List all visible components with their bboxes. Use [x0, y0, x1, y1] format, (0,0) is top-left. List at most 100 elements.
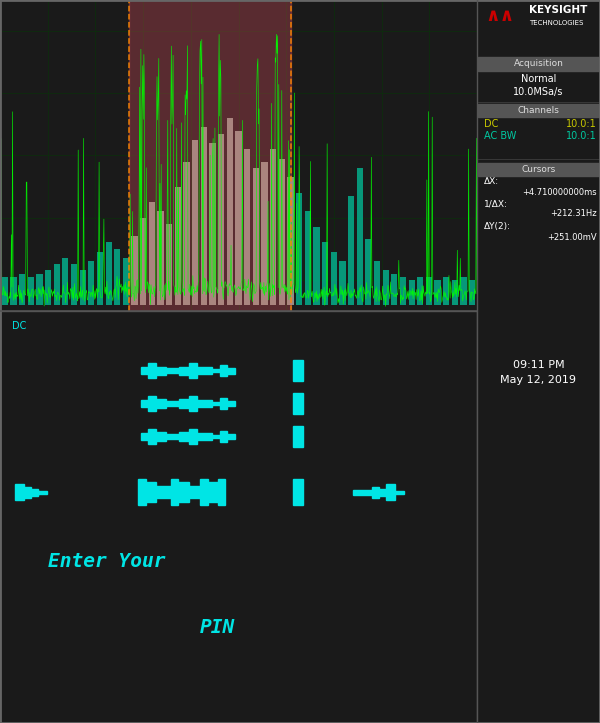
Bar [218, 134, 224, 304]
Bar [209, 143, 215, 304]
Bar [15, 484, 24, 500]
Bar [157, 432, 166, 441]
Text: 10.0MSa/s: 10.0MSa/s [514, 87, 563, 97]
Bar [19, 489, 38, 495]
Bar [348, 196, 354, 304]
Bar [184, 162, 190, 304]
Bar [218, 479, 225, 505]
Bar [262, 162, 268, 304]
Bar [24, 487, 31, 497]
Bar [379, 489, 386, 495]
Bar [460, 277, 467, 304]
Bar [175, 187, 181, 304]
Bar [31, 489, 38, 495]
Bar [395, 491, 404, 494]
Bar [220, 365, 227, 377]
Text: ΔY(2):: ΔY(2): [484, 223, 511, 231]
Bar [400, 277, 406, 304]
Text: 1/ΔX:: 1/ΔX: [484, 199, 508, 208]
Text: Channels: Channels [518, 106, 559, 115]
Bar [80, 270, 86, 304]
Bar [131, 236, 138, 304]
Text: Cursors: Cursors [521, 165, 556, 174]
Bar [189, 396, 197, 411]
Bar [200, 479, 208, 505]
Bar [227, 434, 235, 440]
Bar [208, 482, 218, 502]
Bar [477, 1, 600, 34]
Bar [179, 432, 189, 441]
Bar [339, 261, 346, 304]
Text: DC: DC [484, 119, 499, 129]
Bar [166, 368, 179, 373]
Bar [218, 134, 224, 304]
Bar [313, 227, 320, 304]
Bar [141, 367, 155, 374]
Bar [114, 249, 121, 304]
Bar [417, 277, 424, 304]
Text: ΔX:: ΔX: [484, 177, 500, 187]
Text: Enter Your: Enter Your [48, 552, 165, 571]
Bar [244, 149, 250, 304]
Bar [478, 163, 599, 176]
Bar [157, 400, 166, 408]
Bar [189, 363, 197, 378]
Text: ♦: ♦ [500, 4, 508, 14]
Bar [88, 261, 94, 304]
Bar [305, 211, 311, 304]
Bar [149, 202, 155, 304]
Bar [287, 177, 293, 304]
Bar [157, 211, 164, 304]
Bar [141, 433, 155, 440]
Text: DC: DC [12, 321, 26, 331]
Bar [148, 396, 157, 411]
Bar [129, 0, 291, 311]
Bar [141, 401, 155, 407]
Bar [157, 487, 171, 498]
Bar [293, 393, 303, 414]
Bar [293, 426, 303, 448]
Bar [356, 168, 363, 304]
Bar [331, 252, 337, 304]
Text: ∧∧: ∧∧ [485, 7, 515, 25]
Bar [62, 258, 68, 304]
Bar [262, 162, 268, 304]
Bar [166, 434, 179, 439]
Text: AC BW: AC BW [484, 131, 517, 141]
Bar [244, 149, 250, 304]
Bar [19, 273, 25, 304]
Bar [227, 401, 235, 406]
Bar [192, 140, 199, 304]
Text: +212.31Hz: +212.31Hz [550, 210, 596, 218]
Bar [28, 277, 34, 304]
Bar [209, 143, 215, 304]
Bar [353, 489, 372, 495]
Bar [197, 401, 212, 407]
Bar [189, 487, 200, 498]
Bar [192, 140, 199, 304]
Bar [157, 367, 166, 375]
Bar [71, 264, 77, 304]
Text: PIN: PIN [200, 618, 236, 637]
Bar [139, 479, 146, 505]
Text: +251.00mV: +251.00mV [547, 233, 596, 241]
Bar [374, 261, 380, 304]
Bar [270, 149, 276, 304]
Bar [157, 211, 164, 304]
Bar [201, 127, 207, 304]
Bar [201, 127, 207, 304]
Bar [220, 431, 227, 442]
Bar [197, 433, 212, 440]
Text: 2: 2 [538, 4, 544, 14]
Bar [38, 491, 47, 494]
Text: KEYSIGHT: KEYSIGHT [529, 5, 587, 15]
Bar [270, 149, 276, 304]
Bar [383, 270, 389, 304]
Text: 10.0:1: 10.0:1 [566, 119, 596, 129]
Bar [253, 168, 259, 304]
Bar [253, 168, 259, 304]
Bar [189, 429, 197, 444]
Bar [293, 479, 303, 505]
Bar [2, 277, 8, 304]
Bar [148, 363, 157, 378]
